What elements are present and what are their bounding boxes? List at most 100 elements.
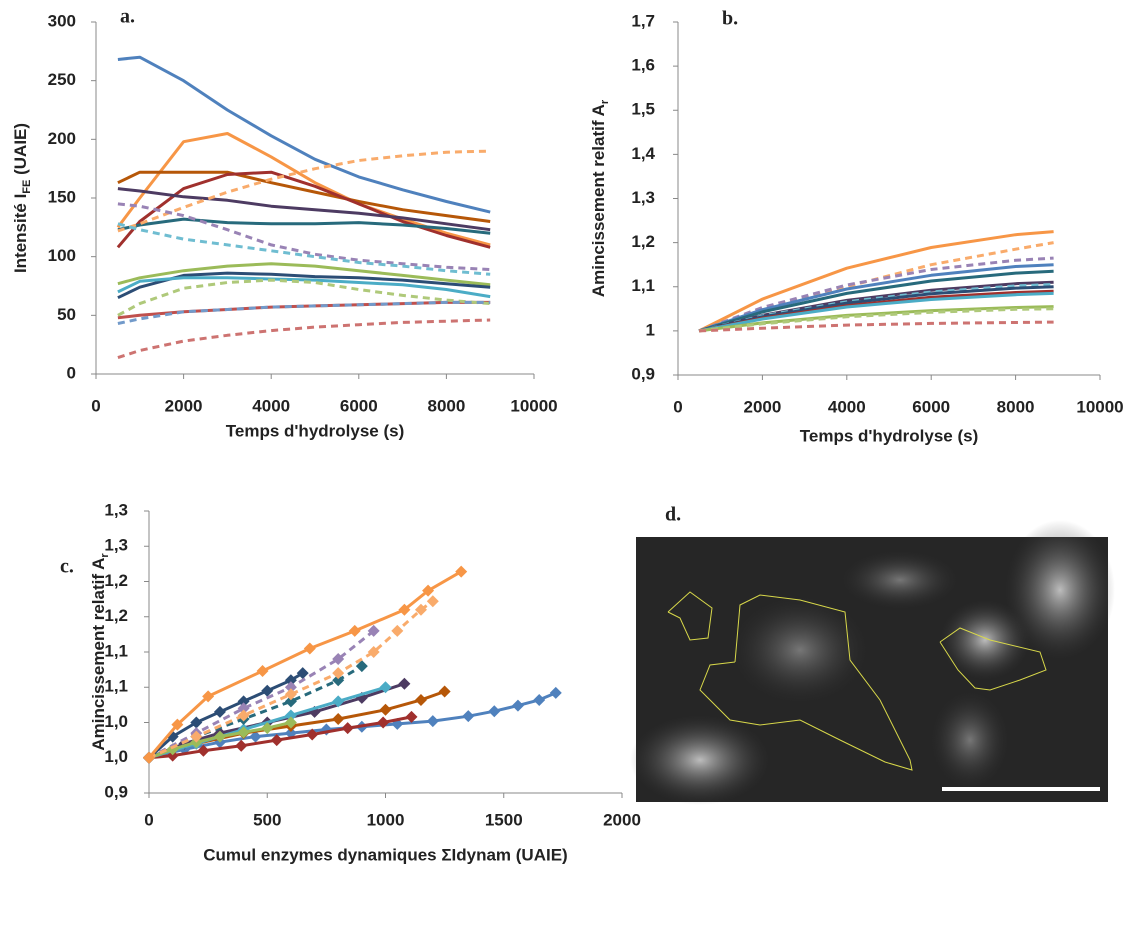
y-tick-label: 1,2	[631, 232, 655, 251]
series-line	[117, 55, 491, 214]
y-tick-label: 1,4	[631, 144, 655, 163]
x-tick-label: 1500	[485, 810, 523, 829]
y-axis-title: Intensité IFE (UAIE)	[11, 123, 32, 273]
y-axis-title-sub: r	[99, 553, 111, 558]
series-line	[698, 263, 1054, 333]
data-point	[256, 665, 269, 678]
data-point	[249, 730, 262, 743]
y-axis-title-main: Intensité I	[11, 194, 30, 273]
data-point	[237, 709, 250, 722]
x-tick-label: 0	[144, 810, 153, 829]
series-line	[117, 149, 491, 233]
x-axis-title: Cumul enzymes dynamiques ΣIdynam (UAIE)	[203, 845, 567, 864]
series-line	[116, 170, 491, 249]
panel-label: b.	[722, 8, 738, 30]
bright-region	[1005, 520, 1115, 660]
data-point	[202, 690, 215, 703]
data-point	[261, 684, 274, 697]
y-tick-label: 1,2	[104, 606, 128, 625]
series-line	[698, 241, 1054, 333]
data-point	[237, 726, 250, 739]
x-tick-label: 10000	[1076, 397, 1123, 416]
dim-region	[730, 595, 870, 705]
data-point	[367, 624, 380, 637]
y-tick-label: 1,5	[631, 100, 655, 119]
y-tick-label: 1,7	[631, 11, 655, 30]
y-tick-label: 250	[48, 70, 76, 89]
data-point	[284, 674, 297, 687]
series-line	[117, 217, 491, 235]
x-tick-label: 0	[91, 396, 100, 415]
data-point	[398, 603, 411, 616]
y-axis-title-tail: (UAIE)	[11, 123, 30, 180]
series-line	[148, 629, 375, 760]
y-tick-label: 0,9	[104, 782, 128, 801]
y-tick-label: 0	[67, 363, 76, 382]
y-tick-label: 150	[48, 187, 76, 206]
series-line	[698, 291, 1054, 333]
y-tick-label: 100	[48, 246, 76, 265]
dim-region	[840, 550, 960, 610]
data-point	[213, 730, 226, 743]
data-point	[426, 595, 439, 608]
data-point	[533, 693, 546, 706]
data-point	[377, 716, 390, 729]
x-tick-label: 6000	[340, 396, 378, 415]
y-tick-label: 1,1	[104, 677, 128, 696]
y-tick-label: 1,3	[631, 188, 655, 207]
data-point	[488, 705, 501, 718]
y-tick-label: 300	[48, 11, 76, 30]
data-point	[391, 624, 404, 637]
x-tick-label: 4000	[828, 397, 866, 416]
data-point	[355, 660, 368, 673]
x-tick-label: 6000	[912, 397, 950, 416]
data-point	[237, 702, 250, 715]
y-tick-label: 1,1	[104, 641, 128, 660]
panel-label: a.	[120, 6, 135, 28]
data-point	[261, 722, 274, 735]
data-point	[379, 681, 392, 694]
series-line	[117, 278, 491, 317]
chart-panel: 0 50 100 150 200 250 300 0 2000 4000 6000 8000 10000…	[11, 6, 557, 441]
series-line	[698, 269, 1054, 333]
series-line	[148, 691, 557, 760]
bright-region	[630, 715, 770, 805]
series-line	[698, 230, 1054, 333]
series-line	[117, 318, 491, 360]
y-axis-title: Amincissement relatif Ar	[89, 553, 110, 751]
data-point	[341, 722, 354, 735]
series-line	[117, 187, 491, 232]
data-point	[306, 728, 319, 741]
data-point	[213, 705, 226, 718]
y-tick-label: 0,9	[631, 364, 655, 383]
data-point	[438, 685, 451, 698]
data-point	[284, 709, 297, 722]
y-tick-label: 50	[57, 305, 76, 324]
series-line	[698, 256, 1054, 333]
y-axis-title: Amincissement relatif Ar	[589, 99, 610, 297]
series-line	[698, 307, 1054, 333]
dim-region	[930, 690, 1010, 790]
series-line	[117, 276, 491, 299]
data-point	[462, 710, 475, 723]
data-point	[171, 718, 184, 731]
x-tick-label: 2000	[743, 397, 781, 416]
bright-region	[940, 600, 1030, 680]
data-point	[414, 603, 427, 616]
y-axis-title-main: Amincissement relatif A	[89, 558, 108, 751]
data-point	[511, 699, 524, 712]
data-point	[284, 716, 297, 729]
series-line	[148, 664, 363, 760]
y-tick-label: 1,0	[104, 747, 128, 766]
roi-outline	[699, 594, 913, 771]
data-point	[549, 686, 562, 699]
series-line	[117, 271, 491, 300]
x-tick-label: 500	[253, 810, 281, 829]
data-point	[284, 681, 297, 694]
data-point	[455, 565, 468, 578]
series-line	[117, 170, 491, 223]
x-axis-title: Temps d'hydrolyse (s)	[800, 426, 979, 445]
